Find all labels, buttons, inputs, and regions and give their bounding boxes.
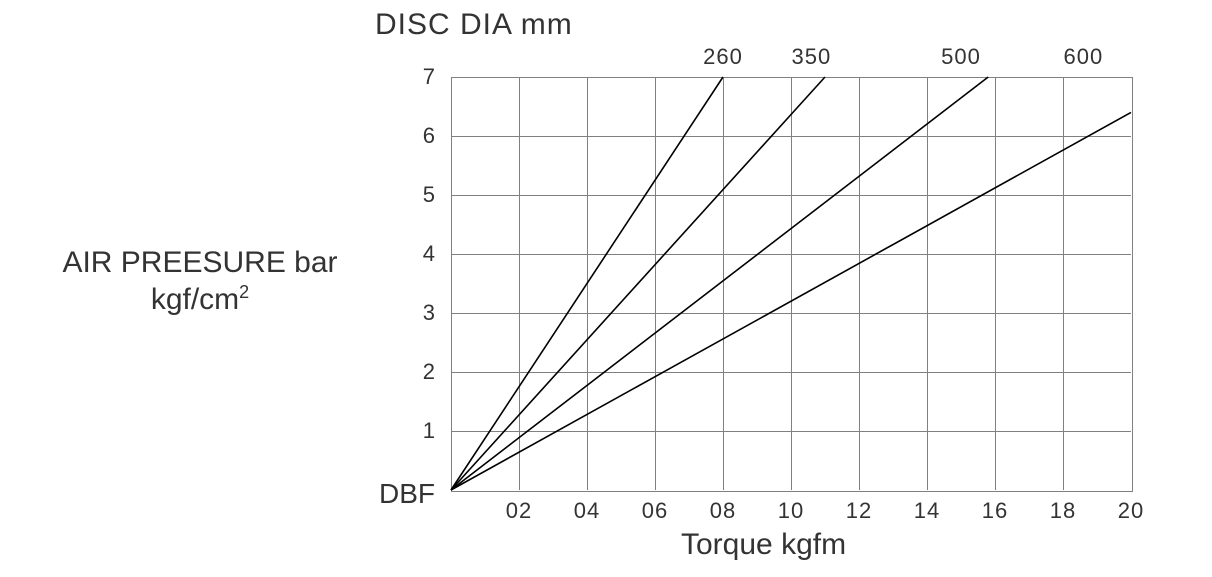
series-line-350 bbox=[451, 77, 825, 490]
series-label: 500 bbox=[931, 44, 991, 70]
series-label: 600 bbox=[1053, 44, 1113, 70]
series-line-260 bbox=[451, 77, 723, 490]
series-label: 260 bbox=[693, 44, 753, 70]
series-line-600 bbox=[451, 112, 1131, 490]
series-line-500 bbox=[451, 77, 988, 490]
series-layer bbox=[0, 0, 1212, 577]
series-label: 350 bbox=[781, 44, 841, 70]
